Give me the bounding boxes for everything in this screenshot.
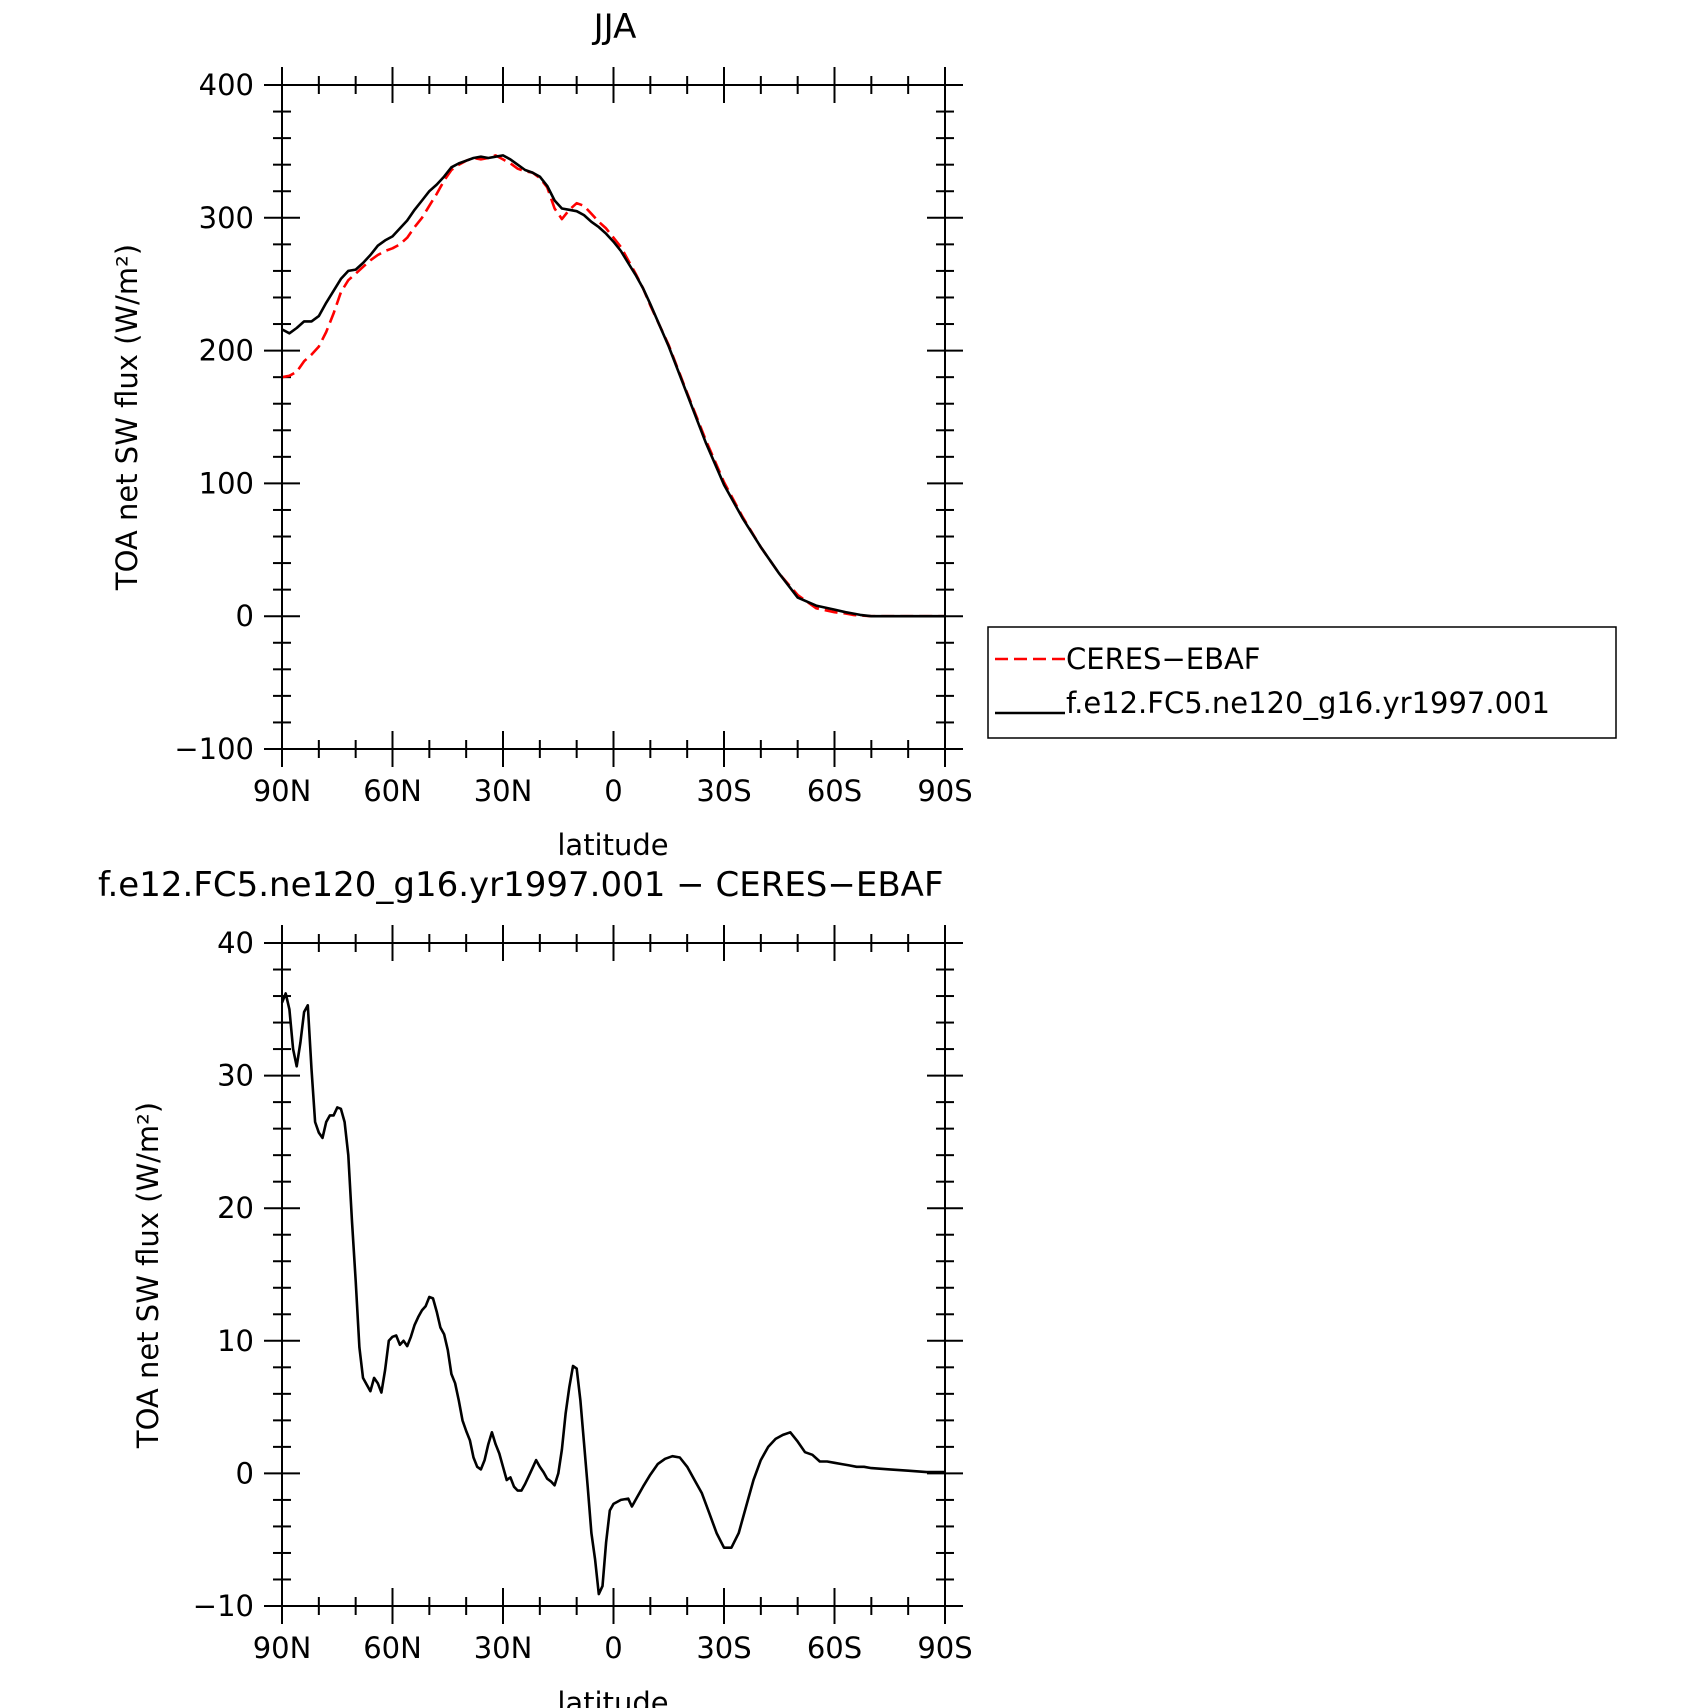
bottom-x-tick-label: 0: [604, 1631, 622, 1665]
bottom-y-axis-title: TOA net SW flux (W/m²): [131, 1102, 165, 1449]
top-x-tick-label: 30S: [696, 774, 751, 808]
bottom-plot-title: f.e12.FC5.ne120_g16.yr1997.001 − CERES−E…: [98, 865, 944, 905]
bottom-y-tick-label: 0: [236, 1456, 254, 1490]
bottom-y-tick-label: 10: [217, 1324, 254, 1358]
top-x-tick-label: 60N: [363, 774, 422, 808]
top-x-tick-label: 90S: [917, 774, 972, 808]
bottom-panel: f.e12.FC5.ne120_g16.yr1997.001 − CERES−E…: [98, 865, 973, 1708]
bottom-x-axis-title: latitude: [557, 1686, 668, 1708]
legend: CERES−EBAF f.e12.FC5.ne120_g16.yr1997.00…: [987, 626, 1617, 739]
bottom-y-tick-label: 30: [217, 1059, 254, 1093]
top-panel: JJA 90N 60N 30N 0 30S 60S 90S −100 0 100 200 300 400…: [110, 7, 1617, 862]
bottom-y-tick-label: −10: [193, 1589, 254, 1623]
top-y-tick-label: 0: [236, 599, 254, 633]
legend-box: [987, 626, 1617, 739]
top-x-tick-label: 60S: [807, 774, 862, 808]
top-y-axis-title: TOA net SW flux (W/m²): [110, 244, 144, 591]
top-series-line-ceres: [281, 154, 945, 618]
top-series-line-model: [281, 154, 945, 618]
bottom-x-tick-label: 30S: [696, 1631, 751, 1665]
legend-label-model: f.e12.FC5.ne120_g16.yr1997.001: [1066, 686, 1550, 720]
bottom-x-tick-label: 90S: [917, 1631, 972, 1665]
top-x-tick-label: 90N: [253, 774, 312, 808]
top-y-tick-label: −100: [174, 732, 254, 766]
top-y-tick-label: 400: [199, 68, 254, 102]
top-plot-frame: [281, 84, 946, 750]
top-x-tick-label: 0: [604, 774, 622, 808]
legend-label-ceres: CERES−EBAF: [1066, 642, 1261, 676]
bottom-plot-frame: [281, 942, 946, 1607]
bottom-x-tick-label: 60S: [807, 1631, 862, 1665]
bottom-x-tick-label: 90N: [253, 1631, 312, 1665]
bottom-y-tick-label: 20: [217, 1191, 254, 1225]
top-x-axis-title: latitude: [557, 828, 668, 862]
top-y-tick-label: 200: [199, 334, 254, 368]
bottom-y-tick-label: 40: [217, 926, 254, 960]
top-y-tick-label: 100: [199, 466, 254, 500]
bottom-x-tick-label: 60N: [363, 1631, 422, 1665]
top-x-tick-label: 30N: [474, 774, 533, 808]
top-plot-title: JJA: [592, 7, 637, 47]
top-y-tick-label: 300: [199, 201, 254, 235]
bottom-x-tick-label: 30N: [474, 1631, 533, 1665]
bottom-series-line-model: [280, 992, 945, 1596]
